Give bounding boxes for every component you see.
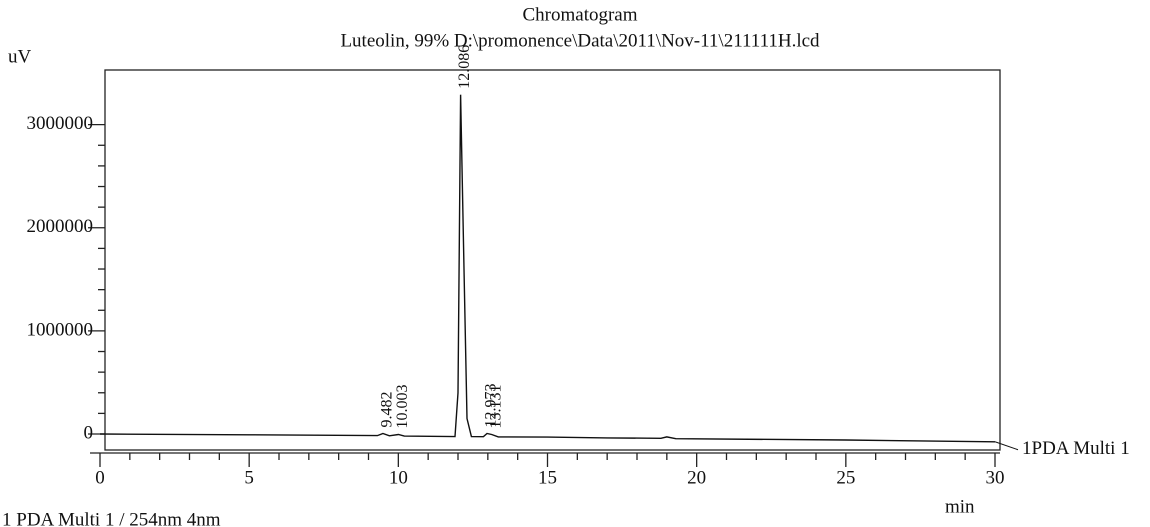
chart-subtitle: Luteolin, 99% D:\promonence\Data\2011\No… xyxy=(340,30,820,51)
footnote: 1 PDA Multi 1 / 254nm 4nm xyxy=(2,509,221,527)
chart-title: Chromatogram xyxy=(522,4,637,25)
y-tick-label: 2000000 xyxy=(27,216,94,237)
peak-label: 10.003 xyxy=(394,385,411,429)
y-axis-label: uV xyxy=(8,46,32,67)
peak-label: 12.086 xyxy=(456,45,473,89)
y-tick-label: 1000000 xyxy=(27,319,94,340)
x-tick-label: 15 xyxy=(538,467,557,488)
chromatogram-line xyxy=(99,94,996,443)
legend-leader xyxy=(994,441,1019,451)
x-axis-label: min xyxy=(945,496,975,517)
plot-frame xyxy=(104,69,1001,451)
x-tick-label: 5 xyxy=(244,467,254,488)
peak-label: 9.482 xyxy=(379,392,396,428)
peak-label: 12.973 xyxy=(483,384,500,428)
y-tick-label: 3000000 xyxy=(27,113,94,134)
y-tick-label: 0 xyxy=(84,422,94,443)
x-tick-label: 20 xyxy=(687,467,706,488)
x-tick-label: 25 xyxy=(836,467,855,488)
x-tick-label: 0 xyxy=(95,467,105,488)
legend-label: 1PDA Multi 1 xyxy=(1022,438,1130,459)
x-tick-label: 10 xyxy=(389,467,408,488)
x-tick-label: 30 xyxy=(986,467,1005,488)
peak-label: 13.131 xyxy=(487,385,504,429)
